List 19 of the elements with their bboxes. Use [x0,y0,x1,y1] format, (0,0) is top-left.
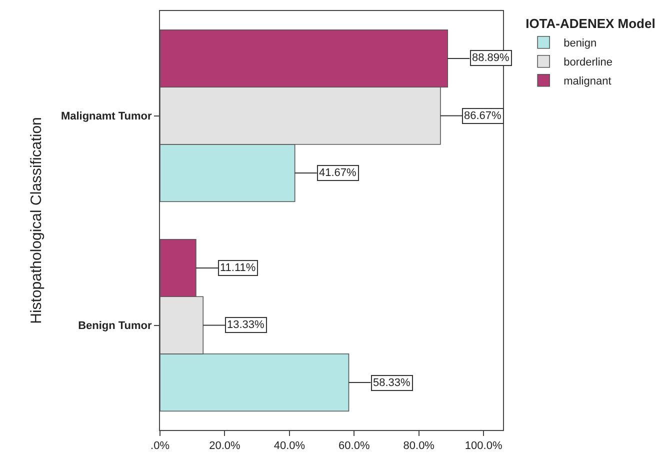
data-label: 11.11% [220,262,256,274]
legend-title: IOTA-ADENEX Model [526,16,656,31]
x-tick-label: 40.0% [274,440,306,452]
data-label: 41.67% [319,167,357,179]
y-tick-label: Malignamt Tumor [60,110,153,123]
data-label: 58.33% [373,377,411,389]
y-tick-label: Benign Tumor [78,320,153,332]
data-label: 13.33% [227,319,265,331]
data-label: 86.67% [464,110,502,122]
x-tick-label: 20.0% [209,440,241,452]
legend-label: benign [564,38,597,50]
x-tick-label: 100.0% [464,440,502,452]
data-label: 88.89% [472,52,510,64]
x-tick-label: .0% [150,440,170,452]
legend-label: borderline [564,56,612,69]
y-axis-title: Histopathological Classification [28,117,46,324]
legend-label: malignant [564,76,612,88]
x-tick-label: 60.0% [338,440,370,452]
x-tick-label: 80.0% [403,440,435,452]
